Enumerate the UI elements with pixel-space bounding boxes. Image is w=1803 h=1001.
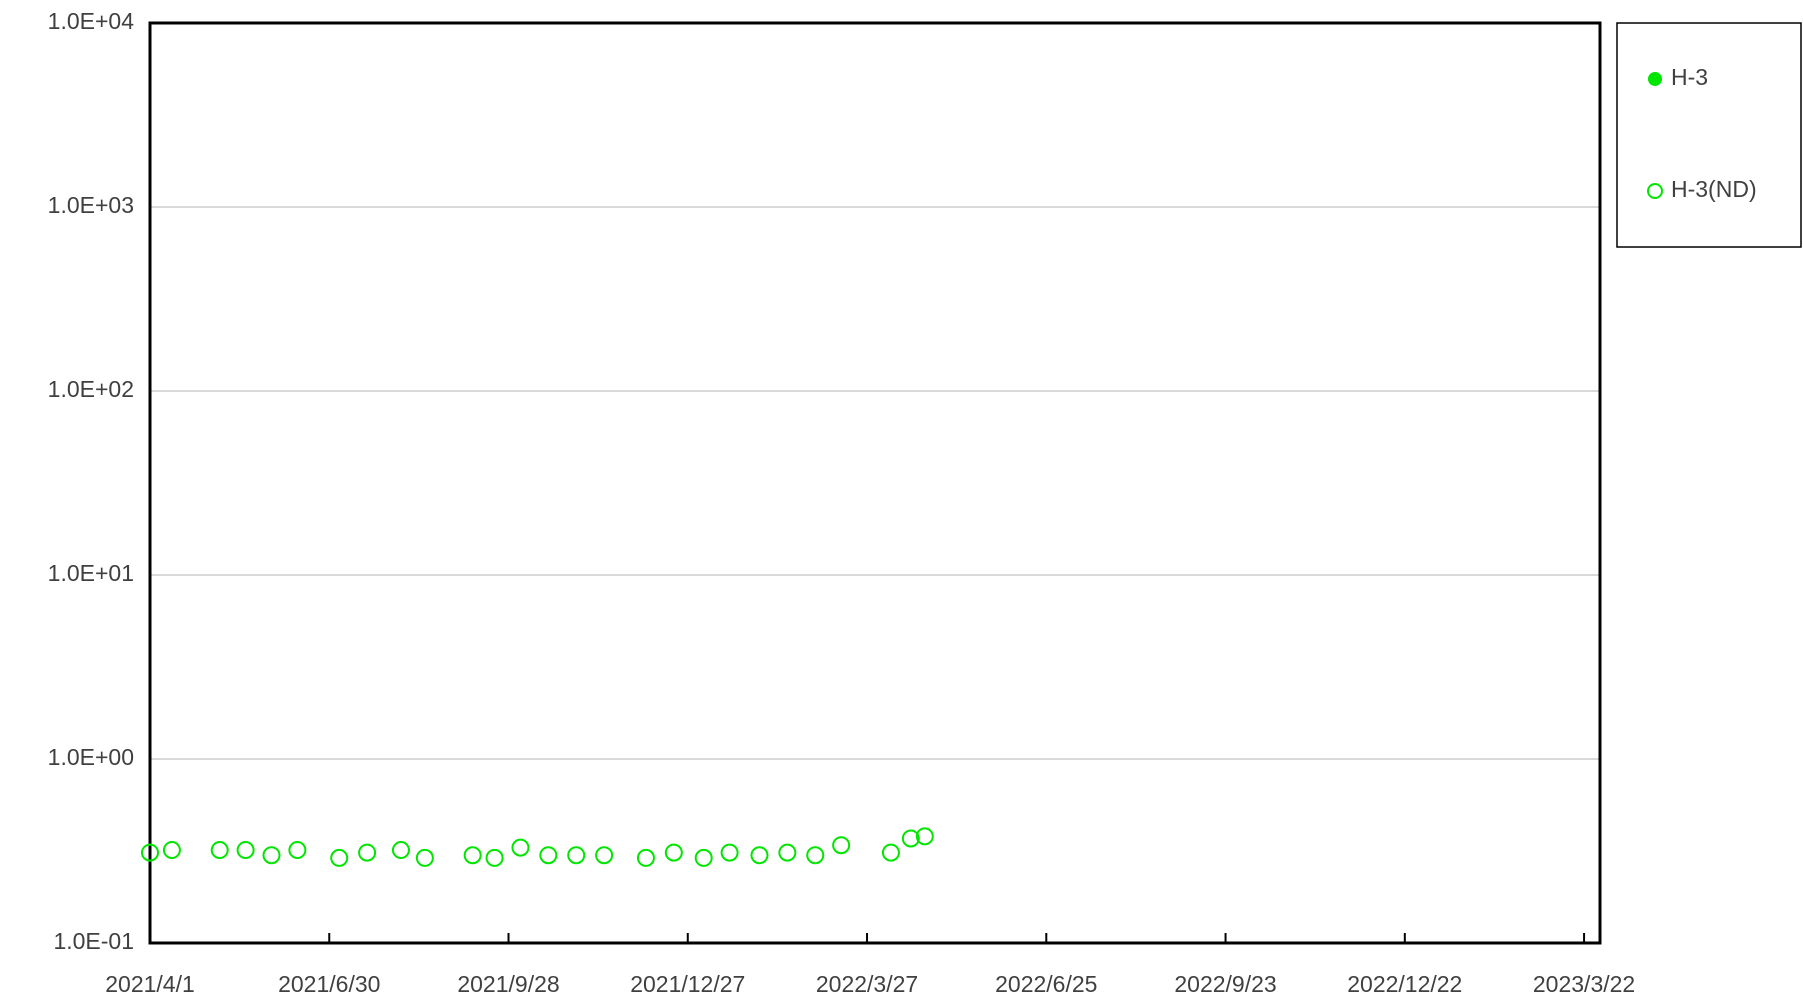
data-point	[485, 848, 504, 867]
data-point	[881, 843, 900, 862]
data-point	[567, 846, 586, 865]
x-tick-label: 2021/9/28	[457, 971, 559, 997]
legend-marker	[1648, 72, 1662, 86]
x-tick-label: 2021/6/30	[278, 971, 380, 997]
data-point	[915, 827, 934, 846]
y-tick-label: 1.0E+02	[48, 376, 134, 402]
data-point	[141, 843, 159, 862]
data-point	[539, 846, 558, 865]
y-tick-label: 1.0E-01	[53, 928, 134, 954]
y-tick-label: 1.0E+04	[48, 8, 135, 34]
x-tick-label: 2022/9/23	[1174, 971, 1276, 997]
data-point	[415, 848, 434, 867]
data-point	[664, 843, 683, 862]
data-point	[595, 846, 614, 865]
data-point	[236, 841, 255, 860]
data-point	[806, 846, 825, 865]
legend-label: H-3	[1671, 64, 1708, 90]
x-tick-label: 2022/6/25	[995, 971, 1097, 997]
x-tick-label: 2022/3/27	[816, 971, 918, 997]
y-tick-label: 1.0E+00	[48, 744, 134, 770]
data-point	[162, 841, 181, 860]
data-point	[832, 836, 851, 855]
legend-box	[1616, 22, 1802, 248]
plot-frame	[148, 21, 1602, 945]
legend-label: H-3(ND)	[1671, 176, 1757, 202]
data-point	[262, 846, 281, 865]
y-tick-label: 1.0E+01	[48, 560, 134, 586]
data-point	[358, 843, 377, 862]
data-point	[778, 843, 797, 862]
data-point	[463, 846, 482, 865]
data-point	[694, 848, 713, 867]
legend-marker	[1647, 183, 1663, 199]
data-point	[288, 841, 307, 860]
data-point	[750, 846, 769, 865]
x-tick-label: 2022/12/22	[1347, 971, 1462, 997]
x-tick-label: 2021/12/27	[630, 971, 745, 997]
data-point	[330, 848, 349, 867]
y-tick-label: 1.0E+03	[48, 192, 134, 218]
x-tick-label: 2021/4/1	[105, 971, 195, 997]
x-tick-label: 2023/3/22	[1533, 971, 1635, 997]
data-point	[636, 848, 655, 867]
data-point	[901, 829, 920, 848]
data-point	[720, 843, 739, 862]
data-point	[511, 838, 530, 857]
data-point	[391, 841, 410, 860]
data-point	[210, 841, 229, 860]
